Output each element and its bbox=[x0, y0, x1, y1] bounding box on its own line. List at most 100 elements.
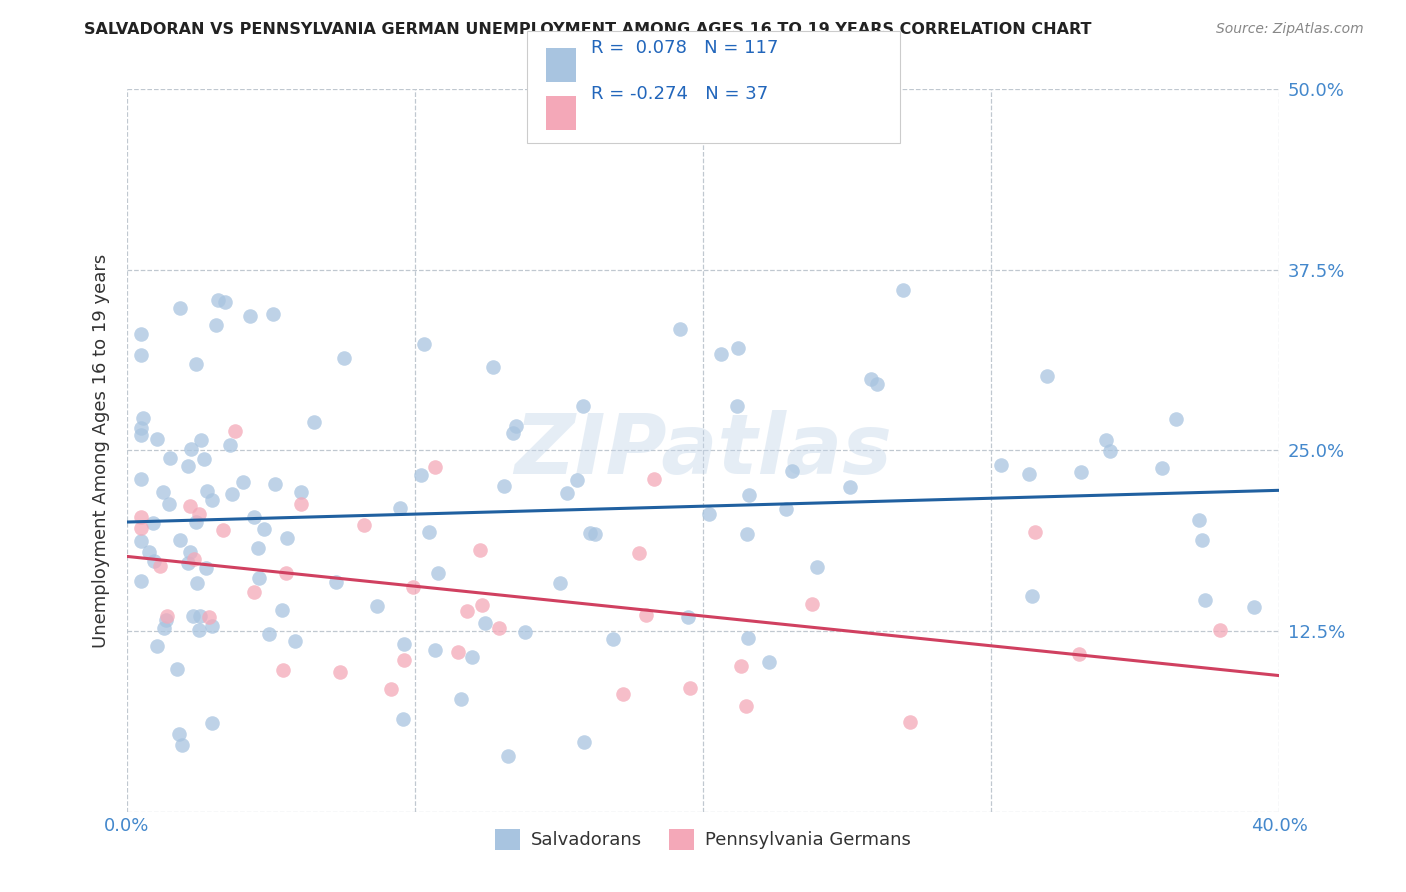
Point bbox=[253, 522, 276, 536]
Point bbox=[142, 516, 165, 531]
Point bbox=[224, 424, 246, 438]
Point bbox=[1098, 443, 1121, 458]
Point bbox=[461, 649, 484, 664]
Point bbox=[866, 377, 889, 392]
Point bbox=[143, 554, 166, 568]
Point bbox=[676, 610, 699, 624]
Point bbox=[806, 559, 828, 574]
Point bbox=[207, 293, 229, 307]
Point bbox=[1194, 593, 1216, 607]
Point bbox=[159, 450, 181, 465]
Point bbox=[481, 359, 503, 374]
Point bbox=[201, 716, 224, 731]
Point bbox=[1069, 647, 1091, 661]
Point bbox=[427, 566, 450, 580]
Point bbox=[204, 318, 226, 333]
Point bbox=[1095, 433, 1118, 447]
Point bbox=[180, 442, 202, 456]
Point bbox=[274, 566, 297, 580]
Point bbox=[304, 416, 326, 430]
Point bbox=[738, 488, 761, 502]
Point bbox=[325, 575, 347, 590]
Point bbox=[1243, 600, 1265, 615]
Point bbox=[612, 687, 634, 701]
Point bbox=[212, 523, 235, 537]
Point bbox=[411, 467, 433, 482]
Point bbox=[177, 556, 200, 570]
Point bbox=[515, 625, 537, 640]
Point bbox=[221, 486, 243, 500]
Point bbox=[679, 681, 702, 695]
Point bbox=[152, 485, 174, 500]
Point bbox=[392, 653, 415, 667]
Point bbox=[474, 615, 496, 630]
Point bbox=[1024, 524, 1046, 539]
Point bbox=[188, 508, 211, 522]
Point bbox=[710, 347, 733, 361]
Point bbox=[166, 662, 188, 676]
Point bbox=[388, 500, 411, 515]
Point bbox=[456, 604, 478, 618]
Point bbox=[423, 642, 446, 657]
Point bbox=[502, 425, 524, 440]
Point bbox=[129, 348, 152, 362]
Point bbox=[167, 727, 190, 741]
Point bbox=[263, 476, 285, 491]
Point bbox=[290, 497, 312, 511]
Point bbox=[583, 527, 606, 541]
Point bbox=[284, 633, 307, 648]
Point bbox=[669, 322, 692, 336]
Point bbox=[1018, 467, 1040, 482]
Point bbox=[186, 576, 208, 591]
Point bbox=[271, 603, 294, 617]
Point bbox=[392, 712, 415, 726]
Point bbox=[725, 399, 748, 413]
Point bbox=[498, 748, 520, 763]
Point bbox=[565, 473, 588, 487]
Point bbox=[129, 521, 152, 535]
Point bbox=[602, 632, 624, 647]
Point bbox=[471, 599, 494, 613]
Point bbox=[1191, 533, 1213, 547]
Point bbox=[276, 532, 298, 546]
Point bbox=[447, 645, 470, 659]
Point bbox=[413, 337, 436, 351]
Point bbox=[179, 500, 201, 514]
Point bbox=[366, 599, 388, 613]
Point bbox=[505, 418, 527, 433]
Point bbox=[1150, 460, 1173, 475]
Point bbox=[181, 609, 204, 624]
Point bbox=[333, 351, 356, 366]
Point bbox=[737, 527, 759, 541]
Point bbox=[149, 558, 172, 573]
Point bbox=[170, 738, 193, 752]
Point bbox=[1164, 412, 1187, 426]
Point bbox=[1036, 369, 1059, 384]
Point bbox=[177, 459, 200, 474]
Point bbox=[643, 472, 665, 486]
Point bbox=[290, 484, 312, 499]
Point bbox=[634, 608, 657, 623]
Point bbox=[1070, 465, 1092, 479]
Point bbox=[129, 533, 152, 548]
Point bbox=[201, 492, 224, 507]
Text: R =  0.078   N = 117: R = 0.078 N = 117 bbox=[591, 38, 778, 57]
Point bbox=[392, 637, 415, 651]
Point bbox=[152, 621, 174, 635]
Point bbox=[169, 533, 191, 547]
Point bbox=[129, 428, 152, 442]
Point bbox=[179, 545, 201, 559]
Legend: Salvadorans, Pennsylvania Germans: Salvadorans, Pennsylvania Germans bbox=[488, 822, 918, 857]
Point bbox=[188, 609, 211, 624]
Point bbox=[494, 479, 516, 493]
Point bbox=[184, 357, 207, 371]
Point bbox=[193, 452, 215, 467]
Point bbox=[129, 421, 152, 435]
Point bbox=[198, 610, 221, 624]
Point bbox=[555, 486, 578, 500]
Point bbox=[138, 544, 160, 558]
Point bbox=[243, 509, 266, 524]
Point bbox=[780, 464, 803, 478]
Point bbox=[184, 515, 207, 529]
Point bbox=[188, 624, 211, 638]
